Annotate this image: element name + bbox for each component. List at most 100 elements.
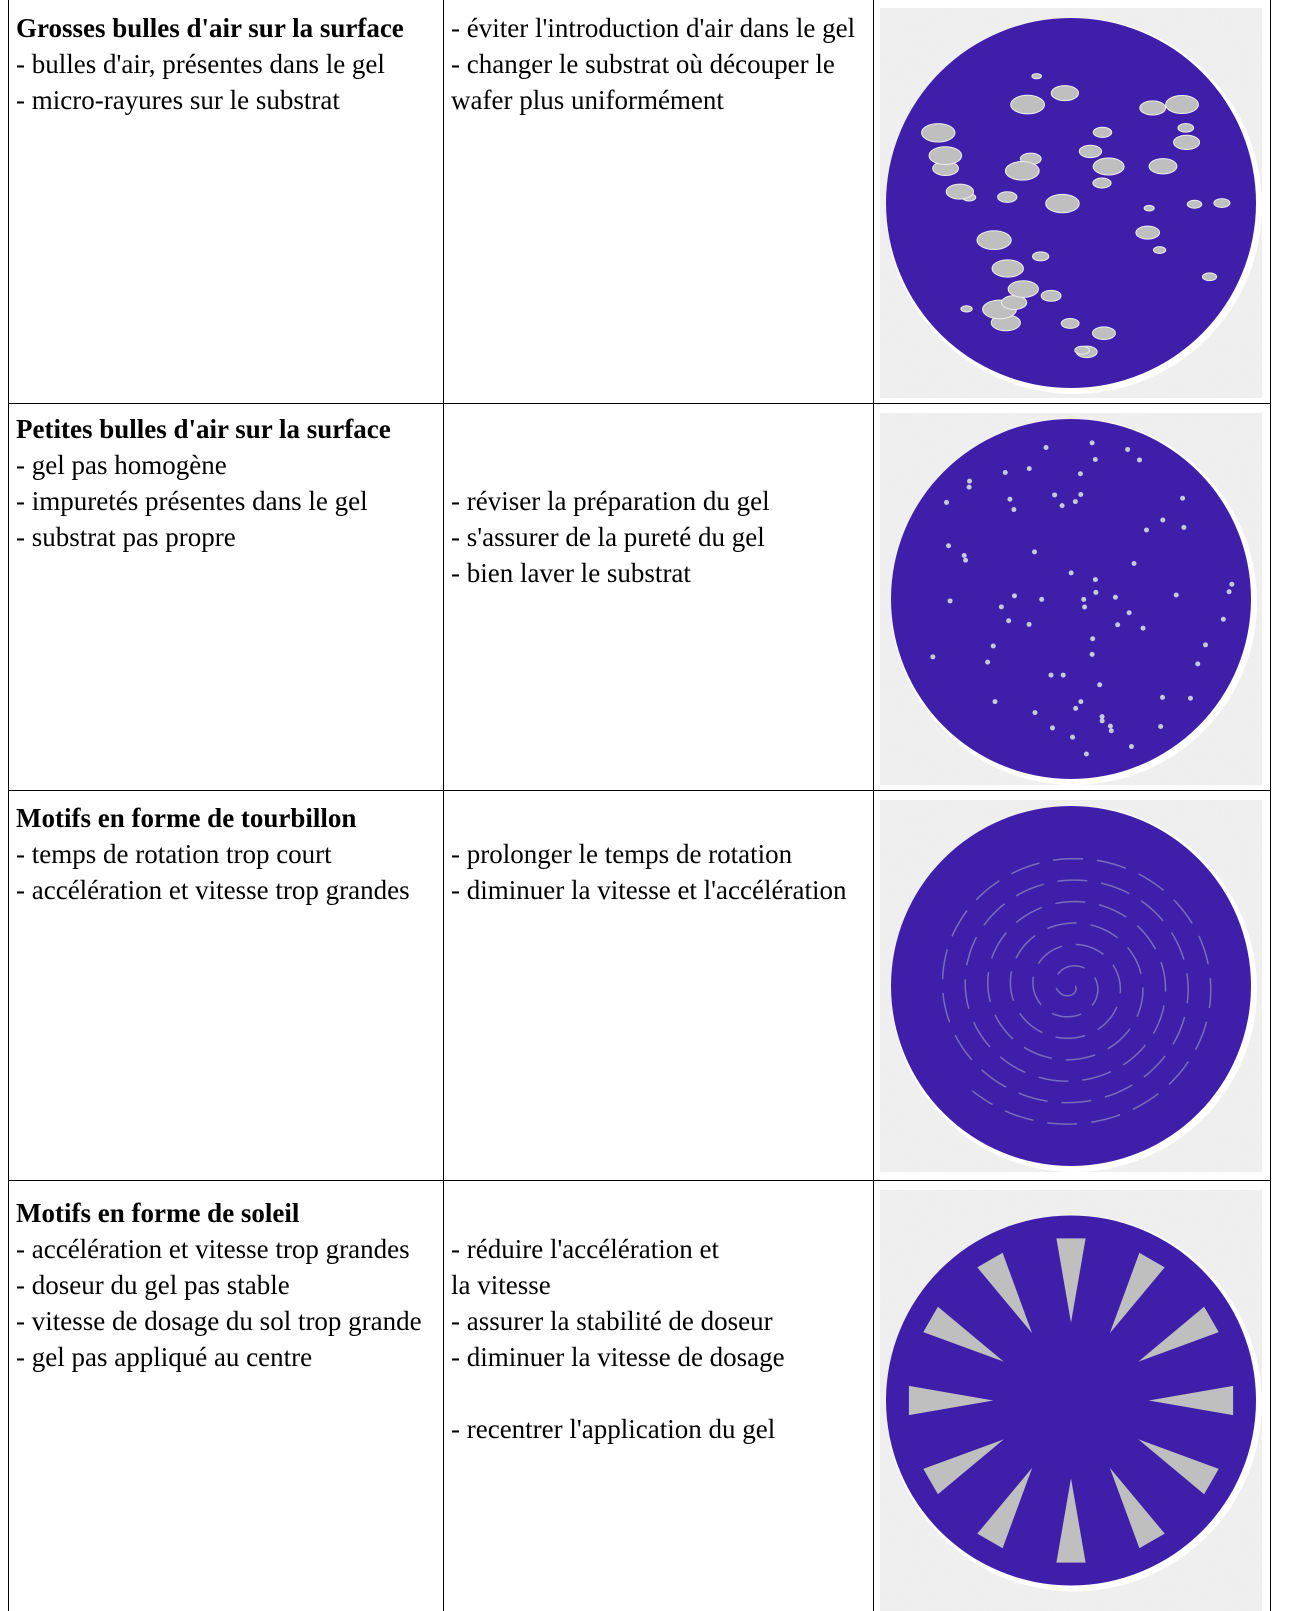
spike bbox=[923, 1306, 1004, 1362]
dot bbox=[1160, 694, 1166, 700]
spike bbox=[977, 1467, 1033, 1549]
dot bbox=[1115, 622, 1121, 628]
dot bbox=[963, 557, 969, 563]
dot bbox=[1032, 710, 1038, 716]
swirl bbox=[941, 857, 1212, 1125]
bubble bbox=[1177, 123, 1195, 133]
dot bbox=[1052, 492, 1058, 498]
spike bbox=[923, 1439, 1004, 1495]
dot bbox=[1220, 616, 1226, 622]
bubble bbox=[1045, 193, 1080, 214]
cell: - réviser la préparation du gel - s'assur… bbox=[451, 483, 869, 591]
wafer bbox=[886, 1215, 1256, 1586]
bubble bbox=[928, 146, 963, 166]
dot bbox=[1136, 457, 1142, 463]
dot bbox=[1093, 589, 1099, 595]
dot bbox=[1092, 457, 1098, 463]
dot bbox=[966, 484, 972, 490]
text-line: - réduire l'accélération et bbox=[451, 1234, 719, 1264]
dot bbox=[1173, 592, 1179, 598]
row-title: Grosses bulles d'air sur la surface bbox=[16, 13, 404, 43]
spike bbox=[1109, 1467, 1165, 1549]
bubble bbox=[1092, 157, 1125, 176]
wafer-image bbox=[880, 800, 1262, 1172]
bubble bbox=[1074, 345, 1090, 355]
text-line: - bien laver le substrat bbox=[451, 558, 691, 588]
dot bbox=[1049, 725, 1055, 731]
spike bbox=[1056, 1238, 1086, 1323]
cell: Petites bulles d'air sur la surface - gel… bbox=[16, 411, 436, 555]
dot bbox=[1078, 492, 1084, 498]
bubble bbox=[1040, 289, 1062, 302]
spike bbox=[1056, 1478, 1086, 1563]
wafer bbox=[891, 419, 1251, 779]
dot bbox=[1006, 618, 1012, 624]
dot bbox=[1107, 723, 1113, 729]
row-title: Motifs en forme de soleil bbox=[16, 1198, 300, 1228]
dot bbox=[1160, 517, 1166, 523]
dot bbox=[1131, 560, 1137, 566]
text-line: - réviser la préparation du gel bbox=[451, 486, 770, 516]
bubble bbox=[1213, 198, 1231, 208]
bubble bbox=[1186, 199, 1203, 209]
dot bbox=[1011, 593, 1017, 599]
dot bbox=[985, 659, 991, 665]
text-line: - recentrer l'application du gel bbox=[451, 1414, 776, 1444]
bubble bbox=[1201, 272, 1218, 282]
dot bbox=[1226, 589, 1232, 595]
dot bbox=[1081, 596, 1087, 602]
spike bbox=[1138, 1439, 1219, 1495]
text-line: la vitesse bbox=[451, 1270, 551, 1300]
dot bbox=[1099, 718, 1105, 724]
text-line: - impuretés présentes dans le gel bbox=[16, 486, 368, 516]
bubble bbox=[1060, 318, 1080, 329]
dot bbox=[1126, 610, 1132, 616]
border bbox=[8, 1180, 1271, 1181]
dot bbox=[1143, 527, 1149, 533]
cell: - prolonger le temps de rotation - diminu… bbox=[451, 836, 869, 908]
dot bbox=[1229, 581, 1235, 587]
dot bbox=[1032, 549, 1038, 555]
bubble bbox=[1139, 100, 1167, 116]
wafer-image bbox=[880, 413, 1262, 785]
border bbox=[8, 790, 1271, 791]
dot bbox=[1181, 524, 1187, 530]
dot bbox=[990, 643, 996, 649]
dot bbox=[1073, 705, 1079, 711]
text-line: - doseur du gel pas stable bbox=[16, 1270, 290, 1300]
dot bbox=[1026, 466, 1032, 472]
border bbox=[8, 403, 1271, 404]
text-line: - substrat pas propre bbox=[16, 522, 236, 552]
dot bbox=[1068, 570, 1074, 576]
dot bbox=[1112, 594, 1118, 600]
text-line: - assurer la stabilité de doseur bbox=[451, 1306, 773, 1336]
dot bbox=[1099, 714, 1105, 720]
dot bbox=[946, 543, 952, 549]
bubble bbox=[945, 183, 974, 200]
border bbox=[873, 0, 874, 1611]
dot bbox=[1039, 596, 1045, 602]
dot bbox=[1089, 651, 1095, 657]
dot bbox=[1090, 636, 1096, 642]
bubble bbox=[1031, 73, 1042, 80]
bubble bbox=[1173, 134, 1201, 151]
row-title: Petites bulles d'air sur la surface bbox=[16, 414, 391, 444]
cell: Motifs en forme de tourbillon - temps de … bbox=[16, 800, 436, 908]
bubble bbox=[1031, 251, 1050, 262]
dot bbox=[1011, 507, 1017, 513]
wafer-image bbox=[880, 8, 1262, 398]
dot bbox=[1043, 445, 1049, 451]
dot bbox=[944, 499, 950, 505]
text-line: - s'assurer de la pureté du gel bbox=[451, 522, 765, 552]
dot bbox=[1125, 446, 1131, 452]
row-title: Motifs en forme de tourbillon bbox=[16, 803, 357, 833]
border bbox=[1270, 0, 1271, 1611]
bubble bbox=[997, 191, 1018, 203]
text-line: - accélération et vitesse trop grandes bbox=[16, 875, 410, 905]
bubble bbox=[1165, 95, 1199, 115]
dot bbox=[1059, 503, 1065, 509]
bubble bbox=[921, 123, 956, 143]
dot bbox=[1072, 499, 1078, 505]
bubble bbox=[1152, 246, 1167, 254]
